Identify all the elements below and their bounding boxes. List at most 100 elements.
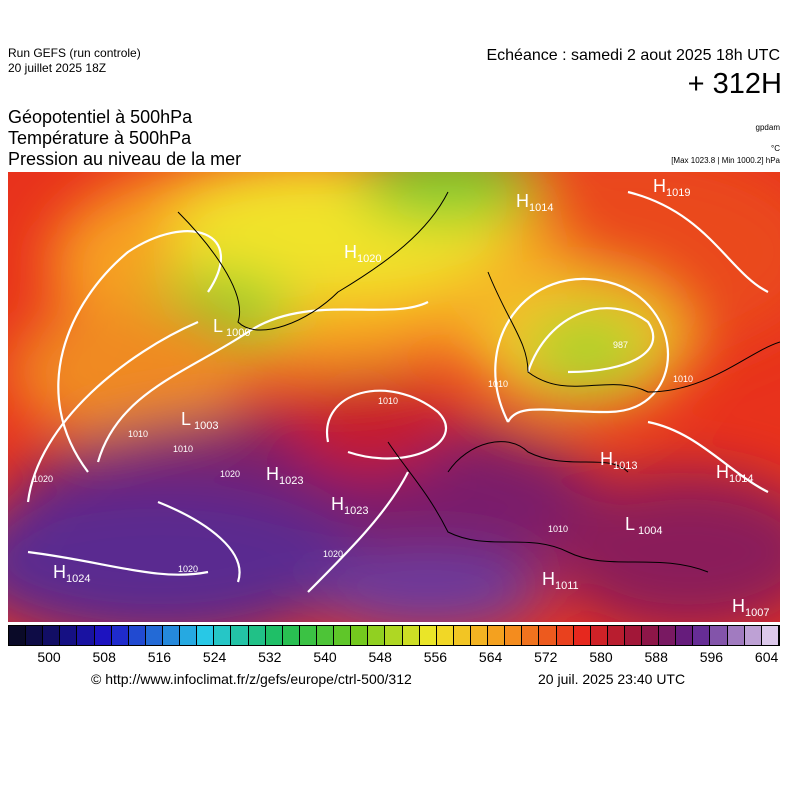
field [8, 172, 780, 622]
swatch [556, 626, 574, 645]
swatch [624, 626, 643, 645]
swatch [419, 626, 437, 645]
center-value: 1003 [194, 420, 218, 432]
swatch [453, 626, 471, 645]
swatch [299, 626, 317, 645]
center-letter: H [344, 242, 357, 262]
echeance: Echéance : samedi 2 aout 2025 18h UTC [486, 47, 780, 64]
swatch [761, 626, 779, 645]
swatch [744, 626, 762, 645]
center-value: 1019 [666, 187, 690, 199]
colorbar-tick-label: 564 [478, 649, 503, 665]
swatch [385, 626, 403, 645]
swatch [573, 626, 591, 645]
center-letter: H [716, 462, 729, 482]
swatch [505, 626, 523, 645]
center-letter: H [653, 176, 666, 196]
swatch [607, 626, 625, 645]
swatch [402, 626, 420, 645]
isobar-label: 1020 [220, 469, 240, 479]
center-value: 1007 [745, 607, 769, 619]
swatch [248, 626, 266, 645]
swatch [60, 626, 78, 645]
swatch [590, 626, 608, 645]
colorbar [8, 625, 780, 646]
swatch [9, 626, 27, 645]
swatch [676, 626, 694, 645]
swatch [265, 626, 283, 645]
isobar-label: 1010 [128, 429, 148, 439]
isobar-label: 1020 [33, 474, 53, 484]
center-letter: H [331, 494, 344, 514]
colorbar-tick-label: 548 [368, 649, 392, 665]
isobar-label: 987 [613, 340, 628, 350]
isobar-label: 1010 [548, 524, 568, 534]
swatch [180, 626, 198, 645]
swatch [162, 626, 181, 645]
center-value: 1013 [613, 460, 637, 472]
center-value: 1023 [344, 505, 368, 517]
center-value: 1023 [279, 475, 303, 487]
center-letter: H [53, 562, 66, 582]
swatch [470, 626, 489, 645]
swatch [368, 626, 386, 645]
swatch [197, 626, 215, 645]
isobar-label: 1020 [323, 549, 343, 559]
isobar-label: 1010 [173, 444, 193, 454]
isobar-label: 1010 [673, 374, 693, 384]
colorbar-tick-label: 524 [202, 649, 227, 665]
swatch [488, 626, 506, 645]
swatch [710, 626, 728, 645]
swatch [727, 626, 745, 645]
colorbar-tick-label: 596 [699, 649, 724, 665]
swatch [94, 626, 112, 645]
run-date: 20 juillet 2025 18Z [8, 61, 107, 75]
colorbar-tick-label: 508 [92, 649, 116, 665]
swatch [128, 626, 146, 645]
colorbar-tick-label: 540 [313, 649, 337, 665]
center-value: 1000 [226, 327, 250, 339]
colorbar-tick-label: 572 [534, 649, 558, 665]
center-letter: H [542, 569, 555, 589]
center-letter: H [516, 191, 529, 211]
colorbar-tick-label: 588 [644, 649, 668, 665]
colorbar-tick-label: 500 [37, 649, 61, 665]
timestamp: 20 juil. 2025 23:40 UTC [538, 671, 686, 687]
field-title: Température à 500hPa [8, 128, 192, 148]
swatch [26, 626, 44, 645]
isobar-label: 1010 [488, 379, 508, 389]
center-letter: H [732, 596, 745, 616]
center-letter: H [266, 464, 279, 484]
unit: [Max 1023.8 | Min 1000.2] hPa [671, 156, 780, 165]
field-title: Géopotentiel à 500hPa [8, 107, 193, 127]
field-title: Pression au niveau de la mer [8, 149, 242, 169]
isobar-label: 1020 [178, 564, 198, 574]
swatch [539, 626, 557, 645]
swatch [693, 626, 711, 645]
swatch [436, 626, 454, 645]
center-letter: H [600, 449, 613, 469]
center-value: 1004 [638, 525, 662, 537]
colorbar-tick-label: 556 [423, 649, 448, 665]
colorbar-tick-label: 604 [754, 649, 779, 665]
swatch [77, 626, 95, 645]
center-value: 1011 [555, 580, 579, 592]
swatch [316, 626, 335, 645]
center-value: 1014 [729, 473, 753, 485]
swatch [334, 626, 352, 645]
isobar-label: 1010 [378, 396, 398, 406]
source: © http://www.infoclimat.fr/z/gefs/europe… [91, 671, 412, 687]
run-label: Run GEFS (run controle) [8, 46, 141, 60]
colorbar-tick-label: 580 [589, 649, 613, 665]
swatch [282, 626, 300, 645]
swatch [659, 626, 677, 645]
center-letter: L [213, 316, 223, 336]
swatch [111, 626, 129, 645]
center-value: 1024 [66, 573, 90, 585]
unit: °C [771, 144, 780, 153]
swatch [214, 626, 232, 645]
swatch [642, 626, 660, 645]
swatch [145, 626, 163, 645]
